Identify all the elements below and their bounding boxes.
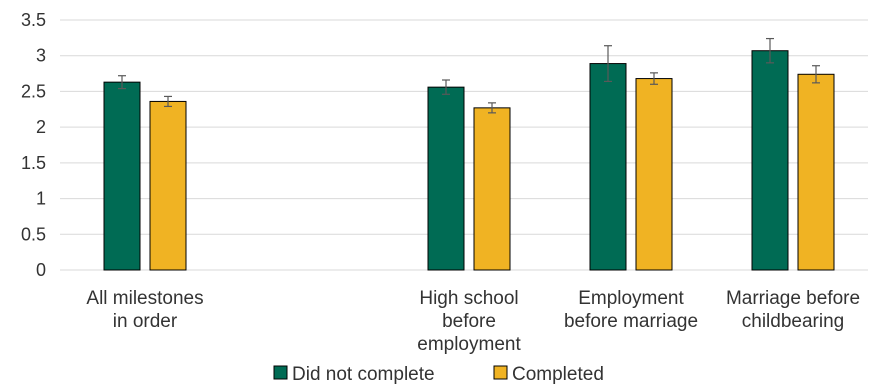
category-label-line: All milestones xyxy=(86,288,203,309)
error-bar xyxy=(488,102,496,114)
y-tick-label: 3.5 xyxy=(21,10,46,30)
legend: Did not complete Completed xyxy=(273,364,604,385)
error-bar xyxy=(812,65,820,84)
bar-completed xyxy=(473,107,511,271)
category-label-line: in order xyxy=(113,311,178,332)
error-bar xyxy=(650,72,658,85)
error-bar xyxy=(118,75,126,90)
category-label: All milestones in order xyxy=(86,288,203,332)
error-bar xyxy=(604,45,612,83)
bar-completed xyxy=(797,73,835,271)
y-tick-label: 1 xyxy=(36,189,46,209)
legend-item: Completed xyxy=(493,364,604,385)
legend-label: Completed xyxy=(512,364,604,385)
bar-completed xyxy=(149,100,187,271)
category-label: Marriage before childbearing xyxy=(726,288,860,332)
bar-did-not-complete xyxy=(103,81,141,271)
y-tick-label: 0 xyxy=(36,260,46,280)
error-bars xyxy=(118,37,820,114)
y-axis-ticks: 0 0.5 1 1.5 2 2.5 3 3.5 xyxy=(21,10,46,280)
legend-swatch xyxy=(273,365,288,380)
category-label-line: childbearing xyxy=(742,311,844,332)
error-bar xyxy=(766,37,774,64)
category-label-line: employment xyxy=(417,334,521,355)
y-tick-label: 2.5 xyxy=(21,81,46,101)
legend-swatch xyxy=(493,365,508,380)
category-label-line: before marriage xyxy=(564,311,698,332)
legend-label: Did not complete xyxy=(292,364,435,385)
y-tick-label: 1.5 xyxy=(21,153,46,173)
error-bar xyxy=(442,79,450,95)
category-label-line: Marriage before xyxy=(726,288,860,309)
y-tick-label: 2 xyxy=(36,117,46,137)
category-label-line: before xyxy=(442,311,496,332)
category-label-line: Employment xyxy=(578,288,684,309)
bar-did-not-complete xyxy=(427,86,465,271)
legend-item: Did not complete xyxy=(273,364,435,385)
category-label: Employment before marriage xyxy=(564,288,698,332)
category-label: High school before employment xyxy=(417,288,521,355)
category-labels: All milestones in order High school before e… xyxy=(86,288,860,355)
error-bar xyxy=(164,95,172,108)
bar-completed xyxy=(635,78,673,271)
y-tick-label: 3 xyxy=(36,46,46,66)
y-tick-label: 0.5 xyxy=(21,224,46,244)
category-label-line: High school xyxy=(419,288,518,309)
bars xyxy=(103,50,835,271)
bar-did-not-complete xyxy=(589,63,627,271)
bar-did-not-complete xyxy=(751,50,789,271)
